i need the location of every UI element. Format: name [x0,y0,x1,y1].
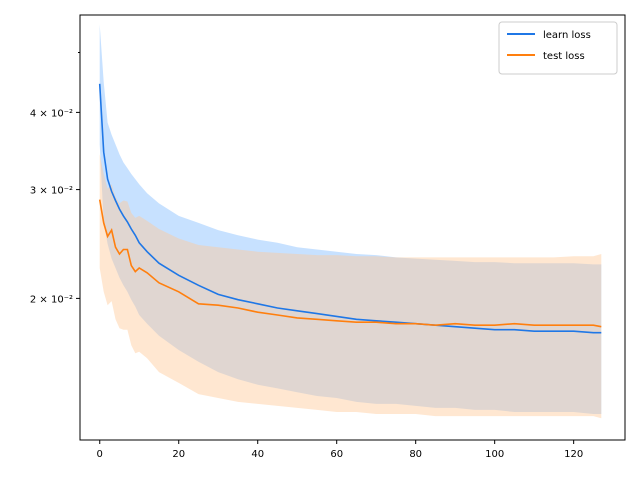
axes-frame [79,14,626,441]
x-tick-label: 80 [409,449,422,460]
x-tick-label: 40 [251,449,264,460]
confidence-bands [99,24,602,419]
y-tick-label: 3 × 10⁻² [30,186,73,197]
legend: learn loss test loss [498,21,618,75]
legend-label-learn-loss: learn loss [543,30,591,41]
x-tick-label: 0 [97,449,103,460]
legend-label-test-loss: test loss [543,51,585,62]
y-tick-label: 2 × 10⁻² [30,294,73,305]
test-loss-band [99,154,602,419]
x-tick-label: 20 [172,449,185,460]
y-tick-label: 4 × 10⁻² [30,108,73,119]
y-axis: 2 × 10⁻² 3 × 10⁻² 4 × 10⁻² [30,52,80,305]
x-tick-label: 60 [330,449,343,460]
x-tick-label: 120 [564,449,583,460]
learn-loss-band [99,24,602,414]
x-tick-label: 100 [485,449,504,460]
learn-loss-line [98,83,602,334]
x-axis: 0 20 40 60 80 100 120 [97,440,583,460]
series-lines [98,83,602,334]
test-loss-line [98,199,602,328]
